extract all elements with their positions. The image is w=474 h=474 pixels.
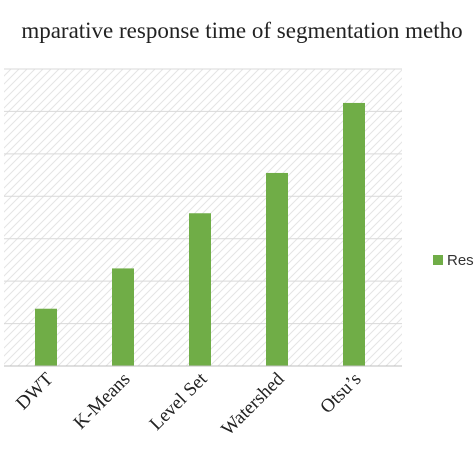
legend-label: Res — [447, 252, 474, 269]
bar-dwt — [35, 308, 57, 366]
bar-otsu-s — [343, 102, 365, 366]
x-tick-labels: DWT K-Means Level Set Watershed Otsu’s — [12, 368, 365, 440]
x-tick-label: DWT — [12, 368, 58, 414]
chart-title: mparative response time of segmentation … — [21, 18, 463, 43]
bars — [35, 102, 365, 366]
bar-watershed — [266, 172, 288, 366]
bar-level-set — [189, 213, 211, 366]
x-tick-label: Otsu’s — [316, 369, 365, 418]
x-tick-label: K-Means — [70, 369, 135, 434]
x-tick-label: Level Set — [146, 368, 212, 434]
legend: Res — [433, 252, 474, 269]
x-tick-label: Watershed — [217, 368, 289, 440]
bar-k-means — [112, 268, 134, 366]
legend-swatch — [433, 255, 443, 265]
